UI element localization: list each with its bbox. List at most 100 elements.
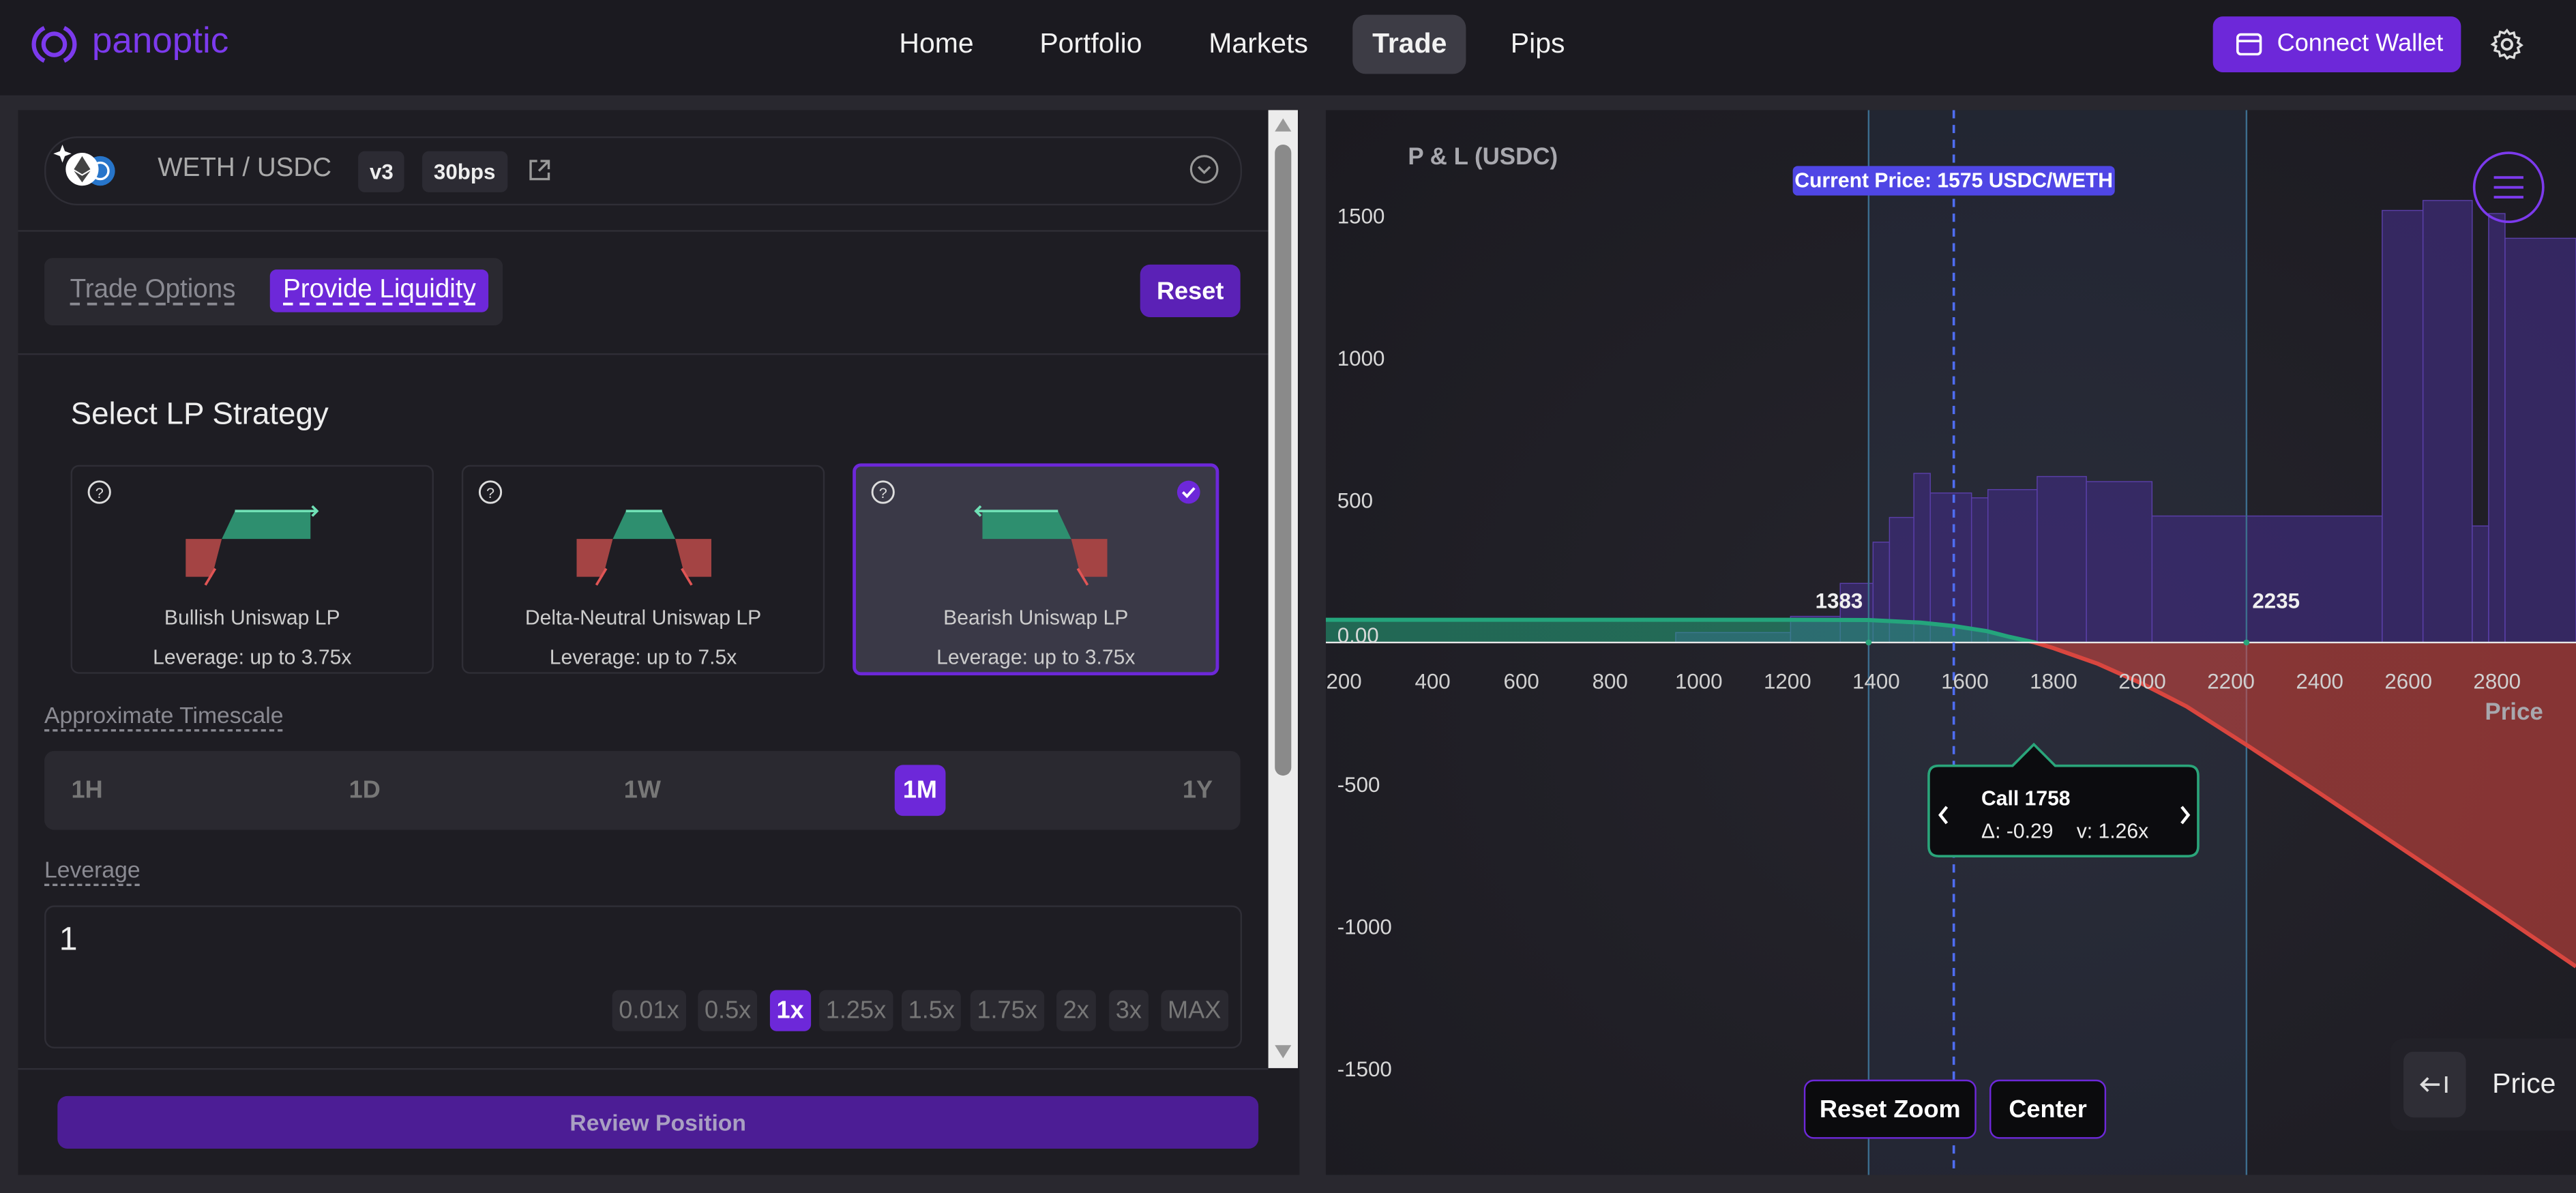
- nav-link[interactable]: Home: [899, 27, 974, 59]
- help-icon: ?: [87, 480, 111, 504]
- svg-text:?: ?: [486, 484, 494, 501]
- strategy-card[interactable]: ? Bullish Uniswap LP Leverage: up to 3.7…: [70, 465, 434, 674]
- liquidity-bar: [2037, 475, 2087, 643]
- liquidity-bar: [1929, 492, 1972, 643]
- settings-icon[interactable]: [2490, 28, 2523, 61]
- y-tick-label: 1500: [1337, 205, 1385, 229]
- leverage-preset[interactable]: 2x: [1056, 990, 1096, 1031]
- liquidity-bar: [1913, 473, 1931, 643]
- tooltip-prev[interactable]: [1938, 806, 1949, 825]
- pair-icons: [53, 145, 115, 186]
- x-tick-label: 2400: [2296, 669, 2343, 693]
- x-tick-label: 800: [1593, 669, 1628, 693]
- field-label: Approximate Timescale: [44, 701, 284, 728]
- y-tick-label: -500: [1337, 773, 1380, 797]
- scrollbar-thumb[interactable]: [1275, 145, 1292, 776]
- connect-wallet-label: Connect Wallet: [2277, 29, 2444, 58]
- pair-selector[interactable]: [44, 136, 1243, 206]
- strategy-graphic: [974, 505, 1108, 586]
- leverage-preset[interactable]: 1x: [769, 990, 811, 1031]
- strategy-card[interactable]: ? Delta-Neutral Uniswap LP Leverage: up …: [461, 465, 825, 674]
- scroll-up[interactable]: [1275, 117, 1292, 133]
- divider: [18, 1067, 1269, 1070]
- timescale-option[interactable]: 1D: [349, 776, 381, 805]
- nav-link[interactable]: Markets: [1209, 27, 1308, 59]
- x-axis-label: Price: [2485, 698, 2543, 725]
- nav-link[interactable]: Pips: [1510, 27, 1565, 59]
- leverage-preset[interactable]: 0.5x: [698, 990, 758, 1031]
- timescale-option[interactable]: 1H: [71, 776, 103, 805]
- liquidity-bar: [2422, 200, 2473, 643]
- timescale-option[interactable]: 1Y: [1182, 776, 1213, 805]
- axis-toggle-label: Price: [2492, 1067, 2556, 1100]
- center-button[interactable]: Center: [1989, 1079, 2107, 1139]
- strategy-name: Delta-Neutral Uniswap LP: [524, 606, 762, 630]
- timescale-bar: [44, 750, 1241, 830]
- strategy-leverage: Leverage: up to 7.5x: [549, 645, 737, 669]
- nav-link[interactable]: Portfolio: [1039, 27, 1142, 59]
- reset-button[interactable]: Reset: [1140, 264, 1241, 317]
- liquidity-bar: [1987, 489, 2038, 643]
- strategy-card[interactable]: ? Bearish Uniswap LP Leverage: up to 3.7…: [853, 463, 1219, 676]
- leverage-preset[interactable]: 1.5x: [901, 990, 962, 1031]
- mode-tab[interactable]: Provide Liquidity: [269, 269, 490, 312]
- liquidity-bar: [2086, 481, 2153, 643]
- expand-icon[interactable]: [1189, 154, 1219, 183]
- x-tick-label: 1400: [1852, 669, 1900, 693]
- x-tick-label: 2600: [2384, 669, 2432, 693]
- y-tick-label: 1000: [1337, 347, 1385, 370]
- connect-wallet-button[interactable]: Connect Wallet: [2212, 16, 2461, 73]
- liquidity-bar: [2382, 209, 2424, 643]
- x-tick-label: 1200: [1764, 669, 1811, 693]
- range-dot: [1865, 639, 1872, 646]
- x-tick-label: 2800: [2473, 669, 2521, 693]
- help-icon: ?: [478, 480, 503, 504]
- axis-toggle[interactable]: Price: [2390, 1038, 2576, 1131]
- divider: [18, 230, 1269, 232]
- x-tick-label: 400: [1415, 669, 1451, 693]
- selected-check: [1176, 480, 1200, 504]
- range-dot: [2243, 639, 2250, 646]
- logo-icon: [31, 26, 77, 63]
- leverage-preset[interactable]: 1.75x: [970, 990, 1044, 1031]
- menu-button[interactable]: [2472, 151, 2545, 224]
- leverage-preset[interactable]: 1.25x: [819, 990, 893, 1031]
- nav-link[interactable]: Trade: [1352, 14, 1467, 74]
- leverage-preset[interactable]: 0.01x: [612, 990, 686, 1031]
- strategy-graphic: [186, 505, 319, 586]
- leverage-preset[interactable]: 3x: [1109, 990, 1149, 1031]
- liquidity-bar: [2504, 237, 2576, 643]
- x-tick-label: 200: [1326, 669, 1361, 693]
- top-nav: [0, 0, 2576, 95]
- liquidity-bar: [2151, 515, 2383, 643]
- tooltip-delta: Δ: -0.29: [1981, 821, 2053, 843]
- timescale-option[interactable]: 1M: [894, 765, 946, 816]
- external-link-icon[interactable]: [527, 158, 552, 182]
- y-tick-label: 0.00: [1337, 623, 1379, 647]
- x-tick-label: 1800: [2030, 669, 2077, 693]
- reset-zoom-button[interactable]: Reset Zoom: [1803, 1079, 1977, 1139]
- option-tooltip: Call 1758 Δ: -0.29 v: 1.26x: [1927, 742, 2200, 857]
- scroll-down[interactable]: [1275, 1044, 1292, 1060]
- tooltip-next[interactable]: [2180, 806, 2191, 825]
- range-label: 1383: [1816, 589, 1863, 613]
- axis-toggle-icon: [2420, 1076, 2448, 1093]
- divider: [18, 353, 1269, 355]
- wallet-icon: [2236, 33, 2262, 56]
- version-badge: v3: [358, 151, 405, 192]
- liquidity-bar: [1970, 497, 1989, 643]
- timescale-option[interactable]: 1W: [623, 776, 661, 805]
- mode-tab[interactable]: Trade Options: [70, 276, 236, 304]
- strategy-name: Bearish Uniswap LP: [943, 606, 1129, 630]
- leverage-preset[interactable]: MAX: [1161, 990, 1228, 1031]
- leverage-box: [44, 905, 1243, 1049]
- help-icon: ?: [871, 480, 895, 504]
- chart-title: P & L (USDC): [1408, 143, 1558, 170]
- x-tick-label: 1600: [1941, 669, 1989, 693]
- leverage-input[interactable]: 1: [59, 922, 78, 958]
- tooltip-vega: v: 1.26x: [2077, 821, 2148, 843]
- logo[interactable]: panoptic: [91, 19, 229, 61]
- review-button[interactable]: Review Position: [57, 1095, 1259, 1149]
- scrollbar[interactable]: [1268, 110, 1298, 1068]
